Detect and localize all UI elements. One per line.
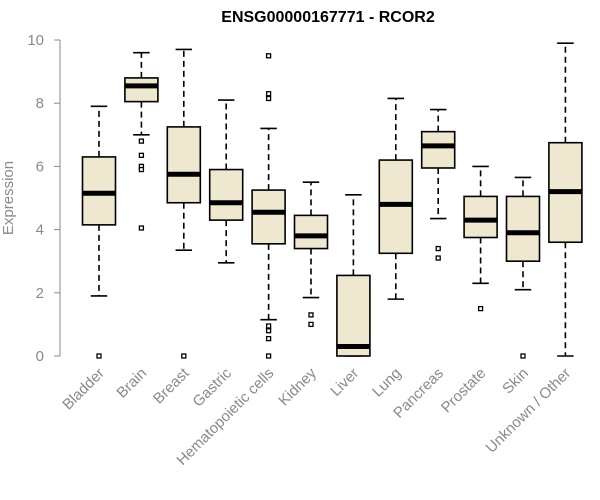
y-tick-label: 10 bbox=[27, 32, 44, 49]
outlier-point bbox=[181, 353, 187, 359]
x-tick-label: Brain bbox=[113, 365, 150, 402]
box-prostate bbox=[463, 165, 498, 312]
outlier-point bbox=[435, 255, 441, 261]
outlier-point bbox=[308, 312, 314, 318]
box-liver bbox=[336, 194, 371, 357]
outlier-point bbox=[138, 166, 145, 173]
x-tick-label: Prostate bbox=[438, 365, 490, 417]
outlier-point bbox=[477, 305, 484, 312]
outlier-point bbox=[520, 353, 526, 359]
iqr-box bbox=[124, 77, 159, 103]
iqr-box bbox=[293, 214, 329, 250]
x-tick-label: Kidney bbox=[275, 364, 320, 409]
box-series bbox=[81, 42, 583, 359]
outlier-point bbox=[265, 53, 272, 59]
outlier-point bbox=[138, 225, 145, 231]
y-tick-label: 8 bbox=[36, 95, 44, 112]
y-axis: 0 2 4 6 8 10 bbox=[27, 32, 61, 365]
x-tick-label: Bladder bbox=[59, 365, 108, 414]
iqr-box bbox=[166, 126, 202, 204]
y-tick-label: 2 bbox=[36, 285, 44, 302]
box-unknown-other bbox=[548, 42, 583, 357]
x-tick-label: Skin bbox=[499, 365, 532, 398]
iqr-box bbox=[251, 189, 286, 245]
iqr-box bbox=[505, 195, 541, 262]
outlier-point bbox=[308, 321, 314, 328]
outlier-point bbox=[265, 95, 272, 102]
chart-title: ENSG00000167771 - RCOR2 bbox=[221, 9, 435, 26]
y-axis-title: Expression bbox=[0, 161, 17, 235]
box-bladder bbox=[81, 105, 117, 359]
outlier-point bbox=[138, 152, 145, 158]
outlier-point bbox=[265, 323, 272, 329]
y-tick-label: 0 bbox=[36, 348, 44, 365]
outlier-point bbox=[138, 138, 145, 144]
box-breast bbox=[166, 48, 202, 359]
box-kidney bbox=[293, 181, 329, 328]
outlier-point bbox=[435, 245, 441, 252]
y-tick-label: 4 bbox=[36, 222, 44, 239]
iqr-box bbox=[336, 274, 371, 357]
outlier-point bbox=[265, 353, 272, 359]
x-tick-label: Lung bbox=[369, 365, 405, 401]
x-tick-label: Liver bbox=[327, 365, 362, 400]
outlier-point bbox=[265, 328, 272, 334]
x-tick-label: Breast bbox=[150, 364, 193, 407]
outlier-point bbox=[265, 335, 272, 342]
box-skin bbox=[505, 176, 541, 359]
box-lung bbox=[378, 97, 414, 300]
box-hematopoietic-cells bbox=[251, 53, 286, 359]
y-tick-label: 6 bbox=[36, 158, 44, 175]
box-brain bbox=[124, 51, 159, 231]
iqr-box bbox=[420, 130, 456, 169]
box-gastric bbox=[208, 99, 244, 264]
iqr-box bbox=[463, 195, 498, 239]
outlier-point bbox=[265, 91, 272, 97]
box-pancreas bbox=[420, 108, 456, 261]
outlier-point bbox=[96, 353, 102, 359]
iqr-box bbox=[208, 168, 244, 221]
